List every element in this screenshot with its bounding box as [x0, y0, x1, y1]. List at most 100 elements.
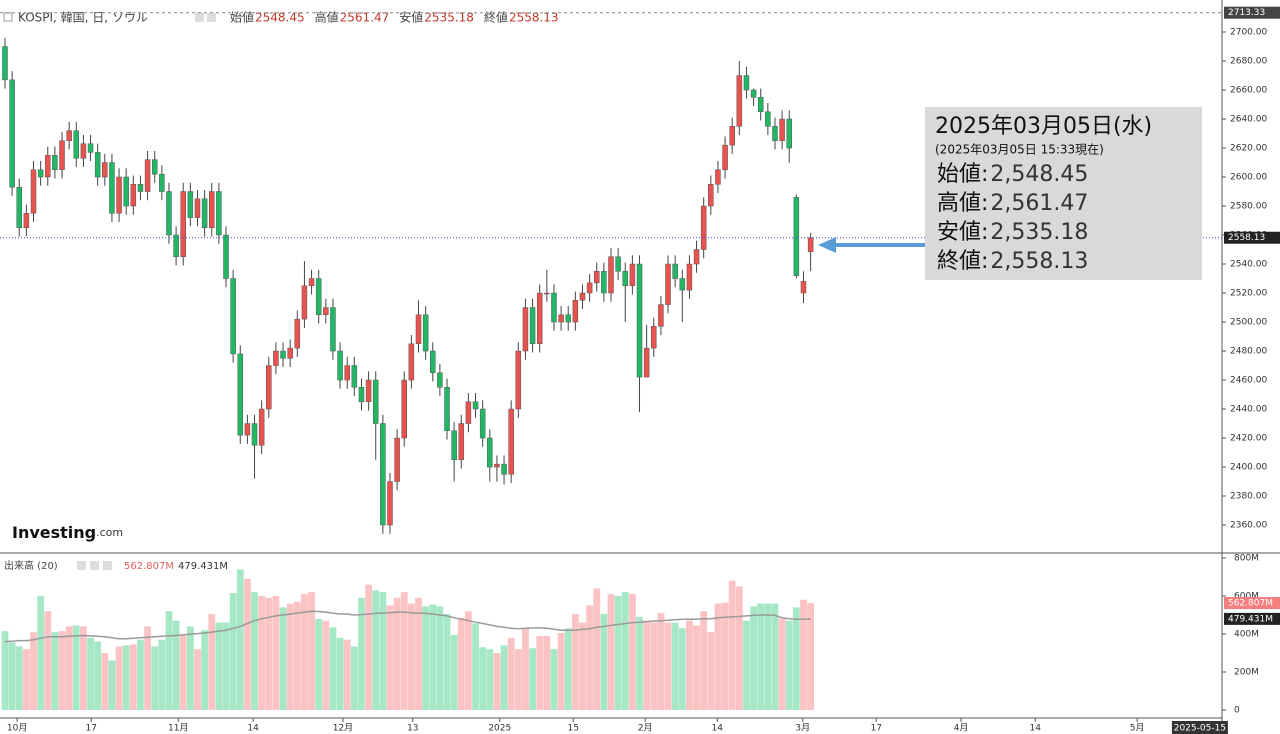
volume-bar — [507, 637, 515, 711]
candle-body — [380, 423, 386, 526]
candle-body — [665, 263, 671, 305]
y-tick-label: 2420.00 — [1230, 434, 1267, 444]
info-value: 2,561.47 — [990, 191, 1088, 216]
volume-bar — [728, 580, 736, 711]
info-value: 2,548.45 — [990, 162, 1088, 187]
volume-bar — [251, 592, 258, 711]
volume-bar — [457, 617, 465, 711]
average-value-label: 479.431M — [1228, 614, 1273, 624]
volume-bar — [393, 597, 401, 711]
settings-icon[interactable] — [77, 561, 86, 570]
volume-bar — [664, 622, 672, 711]
volume-bar — [129, 644, 137, 711]
volume-bar — [593, 588, 601, 711]
volume-bar — [571, 614, 579, 711]
header-value: 2548.45 — [255, 11, 305, 25]
volume-bar — [514, 649, 522, 711]
volume-bar — [115, 646, 123, 711]
y-tick-label: 2380.00 — [1230, 492, 1267, 502]
volume-bar — [522, 628, 529, 711]
volume-bar — [315, 618, 323, 711]
volume-bar — [700, 611, 708, 711]
volume-bar — [472, 623, 479, 711]
volume-bar — [87, 637, 94, 711]
volume-bar — [37, 595, 45, 711]
candle-body — [408, 343, 415, 381]
volume-bar — [343, 639, 351, 711]
volume-bar — [436, 606, 444, 711]
x-tick-label: 5月 — [1130, 723, 1145, 734]
close-icon[interactable] — [103, 561, 112, 570]
candle-body — [572, 300, 579, 323]
candle-body — [66, 130, 72, 142]
volume-title: 出来高 (20) — [4, 559, 58, 572]
volume-bar — [807, 603, 815, 711]
y-tick-label: 200M — [1234, 667, 1259, 677]
candle-body — [536, 292, 543, 345]
volume-bar — [65, 626, 73, 711]
volume-bar — [557, 633, 565, 711]
volume-bar — [686, 620, 693, 711]
close-icon[interactable] — [207, 13, 216, 22]
volume-bar — [422, 606, 430, 711]
volume-bar — [771, 603, 779, 711]
candle-body — [422, 314, 429, 352]
volume-bar — [579, 622, 586, 711]
volume-bar — [678, 628, 686, 711]
x-tick-label: 11月 — [168, 723, 188, 734]
candle-body — [315, 278, 322, 316]
x-tick-label: 3月 — [795, 723, 810, 734]
volume-header-value: 562.807M — [124, 561, 174, 572]
candle-body — [23, 213, 30, 229]
candle-body — [109, 162, 115, 214]
volume-bar — [236, 569, 244, 711]
candle-body — [686, 263, 693, 291]
volume-bar — [165, 611, 173, 711]
volume-bar — [714, 603, 722, 711]
info-box — [925, 107, 1202, 280]
x-tick-label: 14 — [247, 724, 259, 734]
x-tick-label: 2025 — [488, 724, 511, 734]
volume-bar — [614, 595, 622, 711]
candle-body — [415, 314, 422, 345]
y-tick-label: 2700.00 — [1230, 28, 1267, 38]
x-tick-label: 17 — [86, 724, 97, 734]
candle-body — [708, 184, 714, 207]
candle-body — [743, 75, 750, 91]
x-tick-label: 14 — [1029, 724, 1041, 734]
candle-body — [130, 184, 137, 207]
candle-body — [216, 191, 222, 236]
cursor-label: 2025-05-15 — [1174, 724, 1226, 734]
candle-body — [144, 159, 151, 192]
candle-body — [151, 159, 158, 175]
candle-body — [273, 350, 279, 366]
settings-icon[interactable] — [195, 13, 204, 22]
volume-bar — [8, 642, 16, 711]
settings-icon[interactable] — [90, 561, 99, 570]
volume-value-box — [1224, 597, 1280, 610]
candle-body — [159, 173, 165, 192]
candle-body — [715, 169, 721, 185]
volume-bar — [707, 632, 715, 711]
volume-bar — [564, 628, 572, 711]
candle-body — [365, 379, 372, 403]
y-tick-label: 800M — [1234, 553, 1259, 563]
candle-body — [59, 140, 65, 171]
volume-bar — [279, 607, 287, 711]
volume-bar — [336, 637, 344, 711]
volume-bar — [151, 646, 159, 711]
volume-bar — [372, 590, 380, 711]
candle-body — [651, 326, 657, 349]
volume-bar — [465, 611, 472, 711]
volume-bar — [265, 597, 273, 711]
x-tick-label: 15 — [567, 724, 578, 734]
volume-value-label: 562.807M — [1228, 599, 1273, 609]
candle-body — [757, 97, 764, 113]
volume-bar — [301, 594, 308, 711]
volume-bar — [72, 625, 80, 711]
candle-body — [308, 278, 315, 287]
volume-bar — [636, 616, 643, 711]
volume-bar — [386, 605, 394, 711]
plot: 2360.00 2380.00 2400.00 2420.00 2440.00 2460.… — [0, 6, 1280, 734]
candle-body — [73, 130, 80, 159]
